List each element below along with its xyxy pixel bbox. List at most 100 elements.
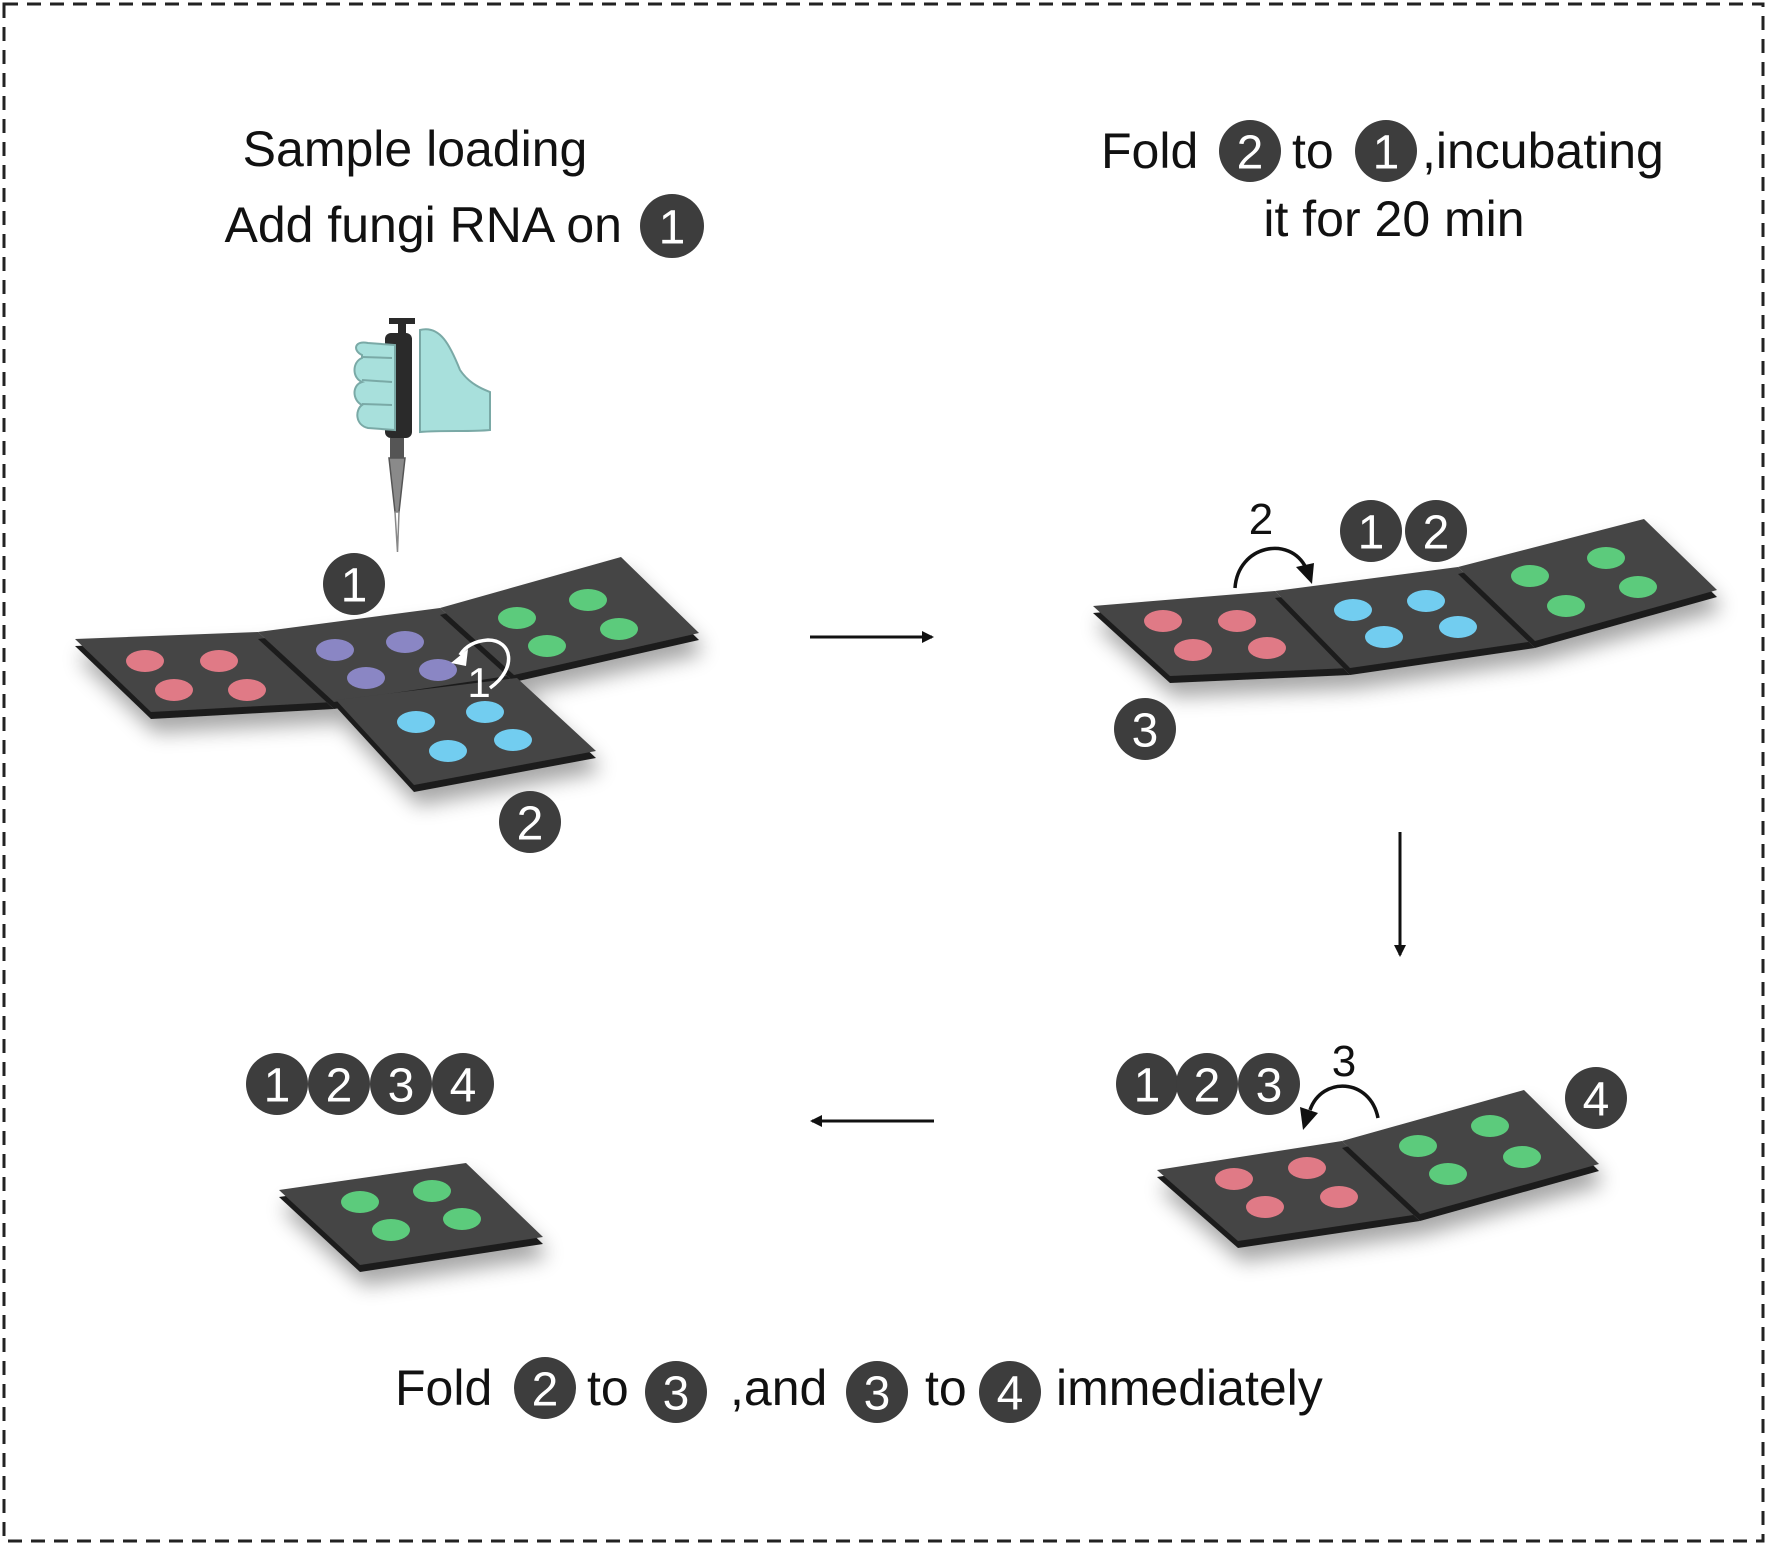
step3-badge-4-label: 4 bbox=[1583, 1074, 1610, 1127]
pipette-in-gloved-hand-icon bbox=[353, 318, 491, 553]
step2-title-badge-a-label: 2 bbox=[1237, 127, 1264, 180]
step2-badge-1-label: 1 bbox=[1358, 507, 1385, 560]
step3-badge-3 bbox=[1238, 1053, 1300, 1115]
step2-title-line2: it for 20 min bbox=[1263, 191, 1524, 247]
step3-badge-2-label: 2 bbox=[1194, 1060, 1221, 1113]
dot bbox=[1511, 565, 1549, 587]
dot bbox=[569, 589, 607, 611]
dot bbox=[397, 711, 435, 733]
dot bbox=[1547, 595, 1585, 617]
dot bbox=[494, 729, 532, 751]
step2-badge-2-label: 2 bbox=[1423, 507, 1450, 560]
dot bbox=[413, 1180, 451, 1202]
step2-badge-2: 2 bbox=[1405, 500, 1467, 562]
dot bbox=[1439, 616, 1477, 638]
step3-badge-4: 4 bbox=[1565, 1067, 1627, 1129]
step2-fold-arrow-label: 2 bbox=[1249, 495, 1273, 544]
dot bbox=[316, 639, 354, 661]
bottom-caption-badge-4-label: 4 bbox=[997, 1368, 1024, 1421]
step1-fold-arrow: 1 bbox=[451, 638, 511, 706]
step3-fold-arrow: 3 bbox=[1300, 1037, 1380, 1130]
dot bbox=[429, 740, 467, 762]
bottom-caption-immediately: immediately bbox=[1056, 1360, 1323, 1416]
step4-badges: 1 2 3 4 bbox=[246, 1053, 494, 1115]
step2-title-badge-b-label: 1 bbox=[1373, 127, 1400, 180]
step4-dots bbox=[341, 1180, 481, 1241]
bottom-caption-badge-4 bbox=[979, 1361, 1041, 1423]
dot bbox=[1218, 610, 1256, 632]
step4-badge-3-label: 3 bbox=[388, 1060, 415, 1113]
bottom-caption-and: ,and bbox=[730, 1360, 827, 1416]
step1-title-badge-label: 1 bbox=[659, 202, 686, 255]
dot bbox=[386, 631, 424, 653]
step1-title-line1: Sample loading bbox=[243, 121, 588, 177]
dot bbox=[1246, 1196, 1284, 1218]
bottom-caption-to-2: to bbox=[925, 1360, 967, 1416]
step4-badge-2-label: 2 bbox=[326, 1060, 353, 1113]
dot bbox=[1587, 547, 1625, 569]
step2-panel-blue bbox=[1275, 567, 1535, 675]
dot bbox=[200, 650, 238, 672]
step3-panel-green bbox=[1342, 1090, 1599, 1221]
dot bbox=[1334, 599, 1372, 621]
step2-title-to: to bbox=[1292, 123, 1334, 179]
step4-panel-green bbox=[279, 1163, 543, 1272]
step1-badge-1-label: 1 bbox=[341, 560, 368, 613]
dot bbox=[1407, 590, 1445, 612]
step1-fold-arrow-label: 1 bbox=[467, 659, 490, 706]
step4-badge-2 bbox=[308, 1053, 370, 1115]
bottom-caption-badge-2 bbox=[514, 1357, 576, 1419]
dot bbox=[347, 667, 385, 689]
bottom-caption-badge-2-label: 2 bbox=[532, 1364, 559, 1417]
step3-badges: 1 2 3 bbox=[1116, 1053, 1300, 1115]
step3-dots bbox=[1215, 1115, 1541, 1218]
step3-badge-1 bbox=[1116, 1053, 1178, 1115]
dot bbox=[1144, 610, 1182, 632]
dot bbox=[498, 607, 536, 629]
dot bbox=[1288, 1157, 1326, 1179]
step1-device bbox=[75, 557, 699, 792]
step4-badge-3 bbox=[370, 1053, 432, 1115]
dot bbox=[466, 701, 504, 723]
step2-fold-arrow: 2 bbox=[1233, 495, 1314, 589]
dot bbox=[1248, 637, 1286, 659]
step2-title: Fold 2 to 1 ,incubating it for 20 min bbox=[1101, 120, 1664, 247]
dot bbox=[528, 635, 566, 657]
step2-badge-1: 1 bbox=[1340, 500, 1402, 562]
step2-title-suffix: ,incubating bbox=[1422, 123, 1664, 179]
bottom-caption-to-1: to bbox=[587, 1360, 629, 1416]
step1-badge-2-label: 2 bbox=[517, 798, 544, 851]
bottom-caption-badge-3a-label: 3 bbox=[663, 1368, 690, 1421]
step4-badge-4 bbox=[432, 1053, 494, 1115]
dot bbox=[1619, 576, 1657, 598]
dot bbox=[228, 679, 266, 701]
dot bbox=[1429, 1163, 1467, 1185]
step2-title-badge-b bbox=[1355, 120, 1417, 182]
step1-badge-1: 1 bbox=[323, 553, 385, 615]
step2-panel-green bbox=[1458, 519, 1717, 648]
dot bbox=[1365, 626, 1403, 648]
dot bbox=[1471, 1115, 1509, 1137]
step2-title-badge-a bbox=[1219, 120, 1281, 182]
step3-badge-1-label: 1 bbox=[1134, 1060, 1161, 1113]
step3-badge-3-label: 3 bbox=[1256, 1060, 1283, 1113]
step2-badge-3: 3 bbox=[1114, 698, 1176, 760]
step3-badge-2 bbox=[1176, 1053, 1238, 1115]
step1-title-line2: Add fungi RNA on bbox=[225, 197, 623, 253]
step1-title: Sample loading Add fungi RNA on 1 bbox=[225, 121, 704, 258]
step4-badge-1 bbox=[246, 1053, 308, 1115]
step1-panel-blue bbox=[336, 678, 596, 792]
dot bbox=[600, 618, 638, 640]
step4-badge-4-label: 4 bbox=[450, 1060, 477, 1113]
bottom-caption-badge-3b-label: 3 bbox=[864, 1368, 891, 1421]
step4-badge-1-label: 1 bbox=[264, 1060, 291, 1113]
bottom-caption: Fold 2 to 3 ,and 3 to 4 immediately bbox=[395, 1357, 1323, 1423]
dot bbox=[1320, 1186, 1358, 1208]
bottom-caption-badge-3b bbox=[846, 1361, 908, 1423]
step3-fold-arrow-label: 3 bbox=[1332, 1037, 1356, 1086]
step2-dots bbox=[1144, 547, 1657, 661]
dot bbox=[1503, 1146, 1541, 1168]
dot bbox=[443, 1208, 481, 1230]
